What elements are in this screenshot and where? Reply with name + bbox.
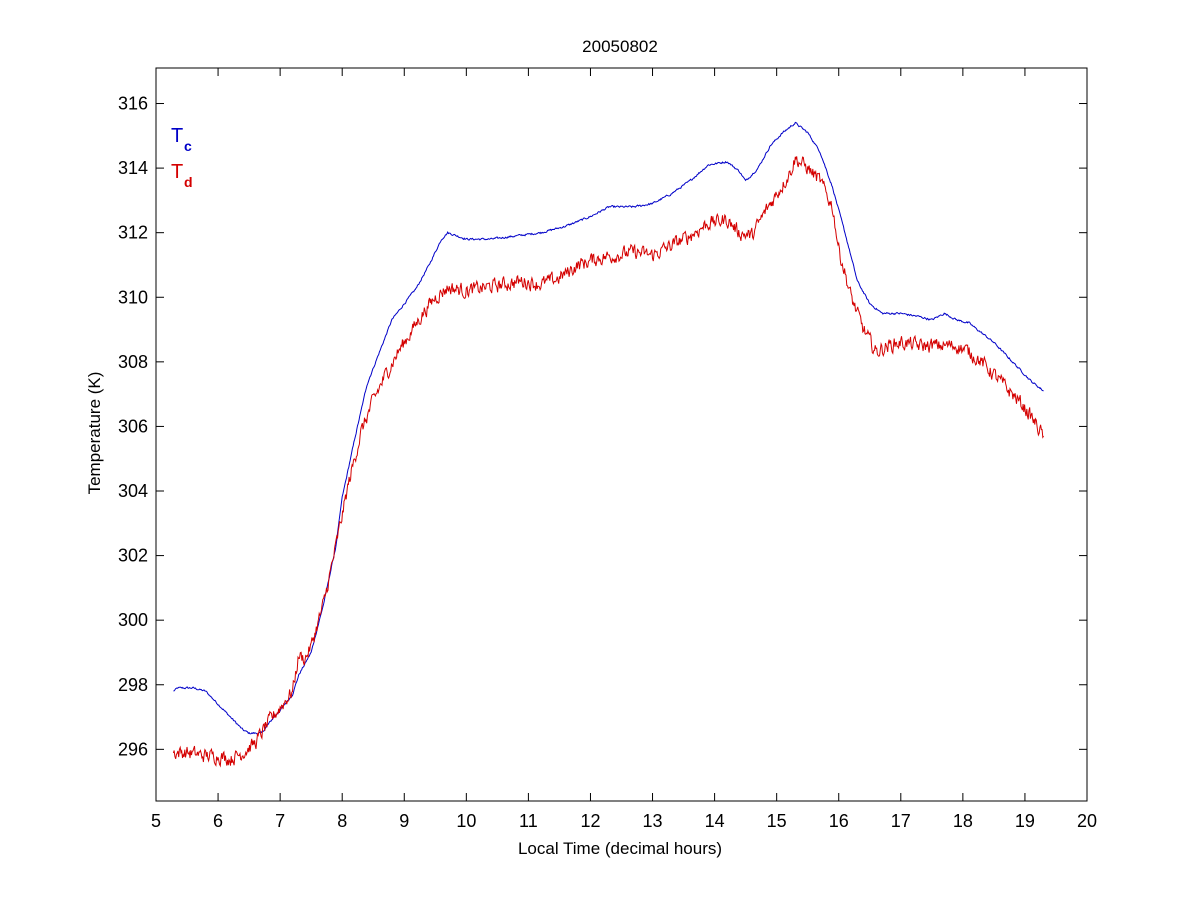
x-tick-label: 15 xyxy=(767,811,787,831)
x-tick-label: 13 xyxy=(643,811,663,831)
series-line-tc xyxy=(173,121,1044,735)
y-tick-label: 302 xyxy=(118,546,148,566)
legend-entry-label: T xyxy=(171,161,183,183)
legend-entry-subscript: c xyxy=(184,138,192,154)
x-tick-label: 5 xyxy=(151,811,161,831)
series-layer xyxy=(172,121,1045,768)
plot-area xyxy=(156,68,1087,801)
y-tick-label: 316 xyxy=(118,94,148,114)
x-tick-label: 14 xyxy=(705,811,725,831)
y-tick-label: 298 xyxy=(118,675,148,695)
x-tick-label: 16 xyxy=(829,811,849,831)
series-line-td xyxy=(172,156,1045,768)
x-tick-label: 11 xyxy=(519,811,538,831)
y-tick-label: 296 xyxy=(118,739,148,759)
y-tick-label: 308 xyxy=(118,352,148,372)
y-tick-label: 314 xyxy=(118,158,148,178)
plot-background xyxy=(156,68,1087,801)
chart-title: 20050802 xyxy=(582,37,658,56)
y-tick-label: 310 xyxy=(118,287,148,307)
y-tick-label: 312 xyxy=(118,223,148,243)
ticks: 5 6 7 8 9 10 11 12 13 14 15 16 17 18 19 20 296 298 300 302 3… xyxy=(118,68,1097,831)
legend-entry-subscript: d xyxy=(184,174,193,190)
y-tick-label: 304 xyxy=(118,481,148,501)
x-tick-label: 10 xyxy=(456,811,476,831)
y-axis-label: Temperature (K) xyxy=(85,372,104,495)
x-tick-label: 20 xyxy=(1077,811,1097,831)
x-tick-label: 12 xyxy=(580,811,600,831)
y-tick-label: 306 xyxy=(118,416,148,436)
axes xyxy=(155,67,1088,802)
x-tick-label: 8 xyxy=(337,811,347,831)
y-tick-label: 300 xyxy=(118,610,148,630)
x-tick-label: 6 xyxy=(213,811,223,831)
x-tick-label: 7 xyxy=(275,811,285,831)
x-tick-label: 9 xyxy=(399,811,409,831)
axes-frame xyxy=(155,67,1088,802)
x-tick-label: 19 xyxy=(1015,811,1035,831)
x-tick-label: 18 xyxy=(953,811,973,831)
legend-entry-label: T xyxy=(171,125,183,147)
x-axis-label: Local Time (decimal hours) xyxy=(518,839,722,858)
x-tick-label: 17 xyxy=(891,811,911,831)
